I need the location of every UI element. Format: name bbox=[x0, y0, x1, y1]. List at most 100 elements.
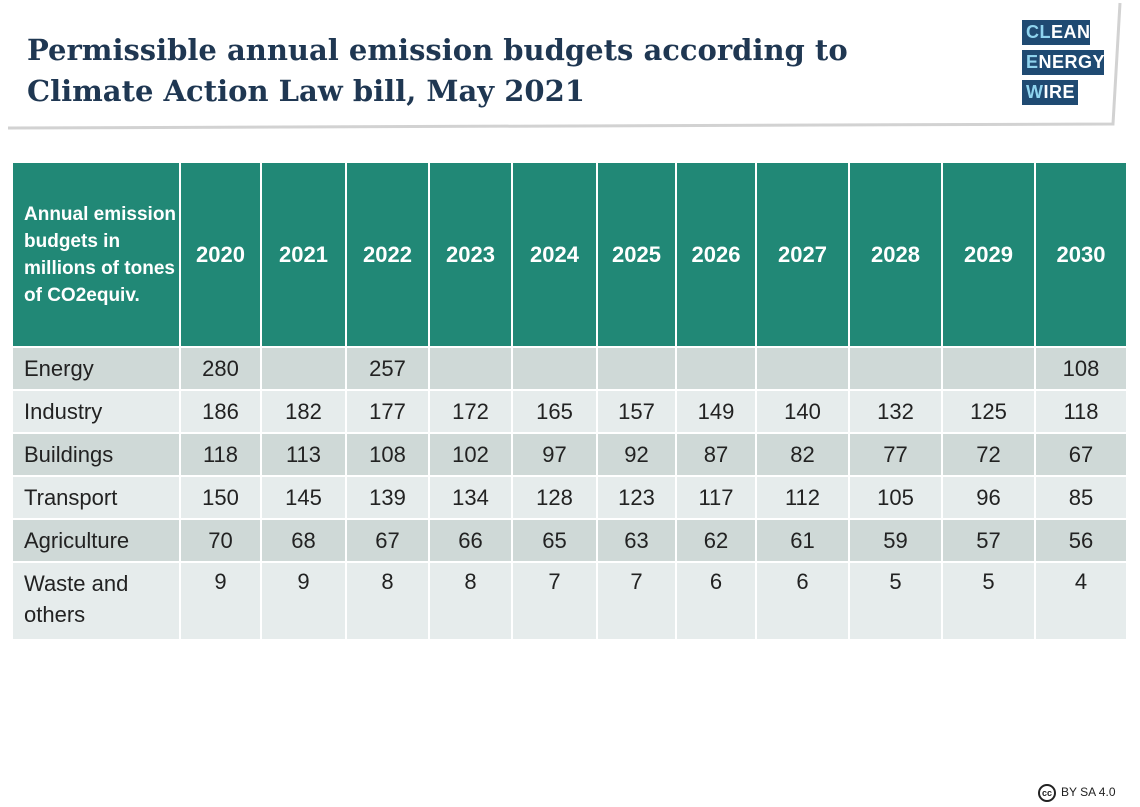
budget-cell: 92 bbox=[598, 432, 677, 475]
budget-cell: 140 bbox=[757, 389, 850, 432]
budget-cell: 9 bbox=[262, 561, 347, 639]
license-text: BY SA 4.0 bbox=[1061, 785, 1116, 799]
budget-cell: 67 bbox=[1036, 432, 1126, 475]
budget-cell: 72 bbox=[943, 432, 1036, 475]
budget-cell: 182 bbox=[262, 389, 347, 432]
clean-energy-wire-logo: CLEAN ENERGY WIRE bbox=[1022, 20, 1112, 108]
budget-cell: 145 bbox=[262, 475, 347, 518]
budget-cell: 105 bbox=[850, 475, 943, 518]
sector-label: Buildings bbox=[13, 432, 181, 475]
budget-cell: 87 bbox=[677, 432, 757, 475]
budget-cell: 177 bbox=[347, 389, 430, 432]
year-header-2029: 2029 bbox=[943, 163, 1036, 346]
logo-line-1: CLEAN bbox=[1022, 20, 1090, 45]
budget-cell: 102 bbox=[430, 432, 513, 475]
budget-cell: 59 bbox=[850, 518, 943, 561]
table-row: Transport 150 145 139 134 128 123 117 112 105 96 85 bbox=[13, 475, 1126, 518]
budget-cell bbox=[513, 346, 598, 389]
budget-cell: 65 bbox=[513, 518, 598, 561]
budget-cell: 97 bbox=[513, 432, 598, 475]
budget-cell: 5 bbox=[850, 561, 943, 639]
table-row: Industry 186 182 177 172 165 157 149 140 132 125 11… bbox=[13, 389, 1126, 432]
budget-cell: 62 bbox=[677, 518, 757, 561]
header: Permissible annual emission budgets acco… bbox=[0, 0, 1140, 140]
budget-cell: 70 bbox=[181, 518, 262, 561]
year-header-2028: 2028 bbox=[850, 163, 943, 346]
budget-cell: 150 bbox=[181, 475, 262, 518]
budget-cell bbox=[850, 346, 943, 389]
budget-cell: 66 bbox=[430, 518, 513, 561]
budget-cell: 112 bbox=[757, 475, 850, 518]
year-header-2025: 2025 bbox=[598, 163, 677, 346]
budget-cell: 82 bbox=[757, 432, 850, 475]
year-header-2024: 2024 bbox=[513, 163, 598, 346]
year-header-2020: 2020 bbox=[181, 163, 262, 346]
sector-label: Agriculture bbox=[13, 518, 181, 561]
table-row: Agriculture 70 68 67 66 65 63 62 61 59 57 56 bbox=[13, 518, 1126, 561]
budget-cell: 9 bbox=[181, 561, 262, 639]
year-header-2026: 2026 bbox=[677, 163, 757, 346]
budget-cell: 61 bbox=[757, 518, 850, 561]
sector-label: Industry bbox=[13, 389, 181, 432]
header-underline bbox=[7, 2, 1122, 130]
budget-cell: 149 bbox=[677, 389, 757, 432]
table-body: Energy 280 257 108 Industry 186 182 177 172 165 15… bbox=[13, 346, 1126, 639]
budget-cell: 128 bbox=[513, 475, 598, 518]
budget-cell: 56 bbox=[1036, 518, 1126, 561]
budget-cell: 7 bbox=[513, 561, 598, 639]
license-notice: cc BY SA 4.0 bbox=[1038, 782, 1116, 802]
budget-cell: 108 bbox=[1036, 346, 1126, 389]
budget-cell: 108 bbox=[347, 432, 430, 475]
year-header-2021: 2021 bbox=[262, 163, 347, 346]
budget-cell bbox=[757, 346, 850, 389]
logo-line-2: ENERGY bbox=[1022, 50, 1105, 75]
budget-cell: 165 bbox=[513, 389, 598, 432]
table-row: Energy 280 257 108 bbox=[13, 346, 1126, 389]
table-header-row: Annual emission budgets in millions of t… bbox=[13, 163, 1126, 346]
table-row: Waste and others 9 9 8 8 7 7 6 6 5 5 4 bbox=[13, 561, 1126, 639]
budget-cell: 132 bbox=[850, 389, 943, 432]
budget-cell: 123 bbox=[598, 475, 677, 518]
year-header-2030: 2030 bbox=[1036, 163, 1126, 346]
year-header-2023: 2023 bbox=[430, 163, 513, 346]
budget-cell: 117 bbox=[677, 475, 757, 518]
year-header-2022: 2022 bbox=[347, 163, 430, 346]
table-row: Buildings 118 113 108 102 97 92 87 82 77 72 67 bbox=[13, 432, 1126, 475]
page-title: Permissible annual emission budgets acco… bbox=[27, 33, 848, 108]
budget-cell: 5 bbox=[943, 561, 1036, 639]
budget-cell: 85 bbox=[1036, 475, 1126, 518]
logo-line-3: WIRE bbox=[1022, 80, 1078, 105]
creative-commons-icon: cc bbox=[1038, 783, 1056, 802]
sector-label: Transport bbox=[13, 475, 181, 518]
budget-cell: 77 bbox=[850, 432, 943, 475]
budget-cell: 8 bbox=[347, 561, 430, 639]
budget-cell bbox=[943, 346, 1036, 389]
year-header-2027: 2027 bbox=[757, 163, 850, 346]
budget-cell: 134 bbox=[430, 475, 513, 518]
budget-cell: 118 bbox=[181, 432, 262, 475]
sector-label: Energy bbox=[13, 346, 181, 389]
budget-cell bbox=[430, 346, 513, 389]
budget-cell: 96 bbox=[943, 475, 1036, 518]
budget-cell: 68 bbox=[262, 518, 347, 561]
row-label-header: Annual emission budgets in millions of t… bbox=[13, 163, 181, 346]
budget-cell: 6 bbox=[757, 561, 850, 639]
budget-cell: 113 bbox=[262, 432, 347, 475]
budget-cell: 67 bbox=[347, 518, 430, 561]
budget-cell: 8 bbox=[430, 561, 513, 639]
budget-cell: 57 bbox=[943, 518, 1036, 561]
budget-cell: 6 bbox=[677, 561, 757, 639]
budget-cell bbox=[262, 346, 347, 389]
budget-cell: 118 bbox=[1036, 389, 1126, 432]
budget-cell: 257 bbox=[347, 346, 430, 389]
budget-cell: 186 bbox=[181, 389, 262, 432]
budget-cell: 4 bbox=[1036, 561, 1126, 639]
budget-cell: 280 bbox=[181, 346, 262, 389]
budget-cell: 172 bbox=[430, 389, 513, 432]
budget-cell bbox=[677, 346, 757, 389]
budget-cell: 125 bbox=[943, 389, 1036, 432]
sector-label: Waste and others bbox=[13, 561, 181, 639]
budget-cell: 157 bbox=[598, 389, 677, 432]
budget-cell bbox=[598, 346, 677, 389]
emission-budget-table: Annual emission budgets in millions of t… bbox=[13, 163, 1126, 639]
